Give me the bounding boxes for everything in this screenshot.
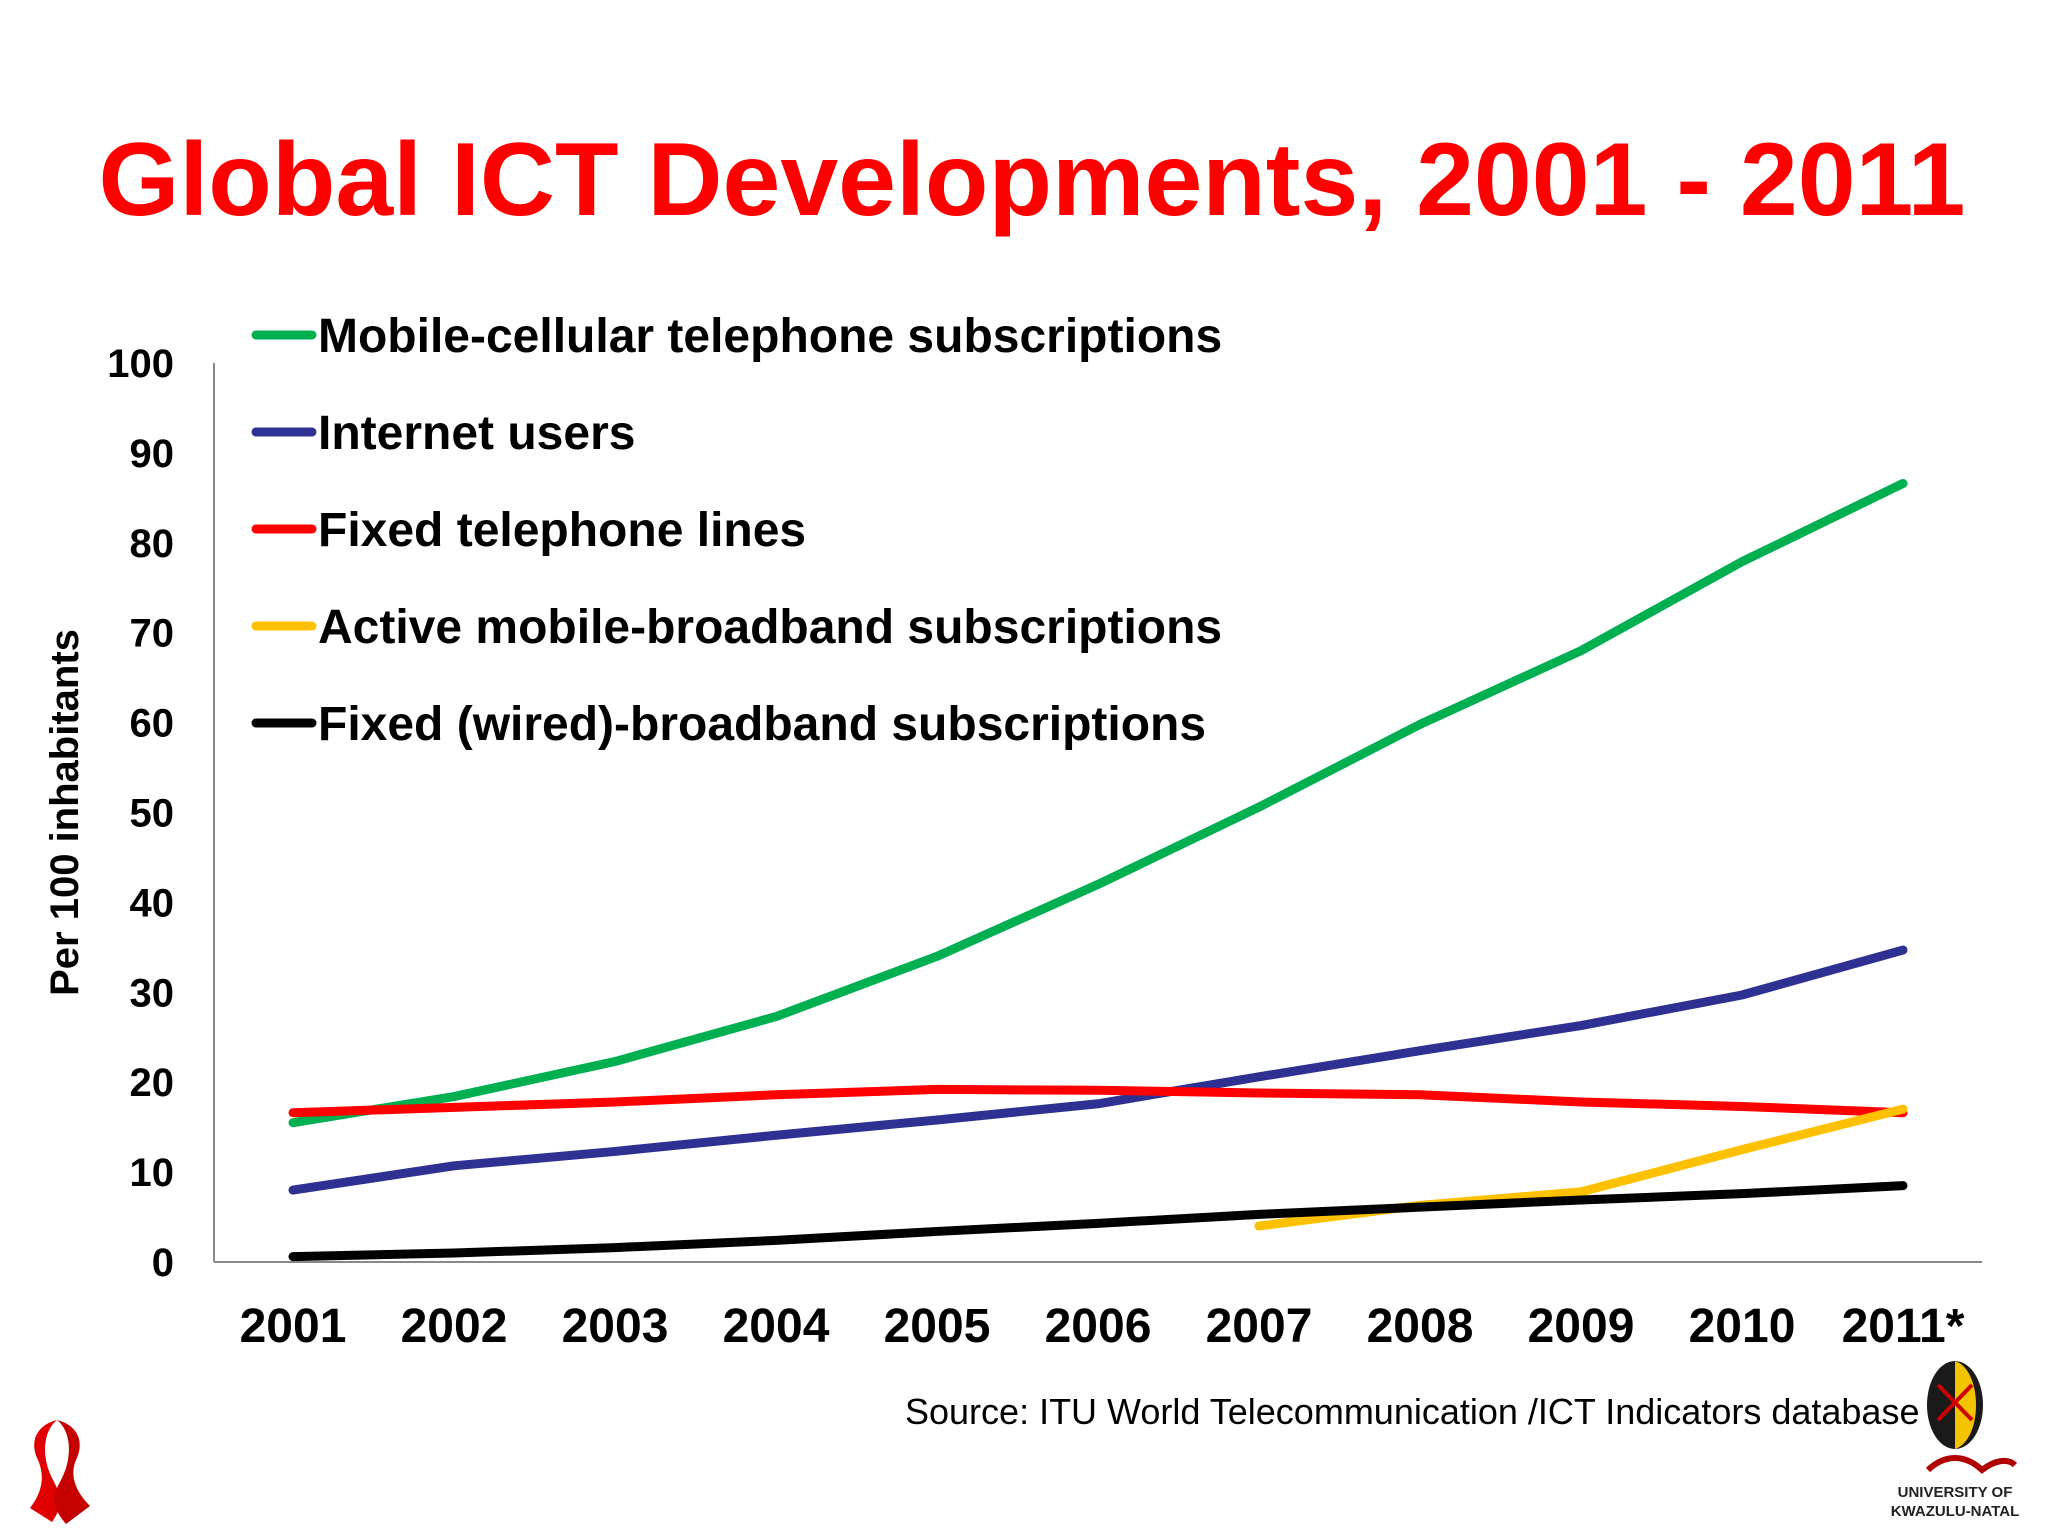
x-tick-label: 2003 xyxy=(562,1300,669,1353)
legend-label: Mobile-cellular telephone subscriptions xyxy=(318,310,1222,363)
legend-label: Internet users xyxy=(318,407,635,460)
x-tick-label: 2002 xyxy=(401,1300,508,1353)
series-line xyxy=(288,1084,1908,1118)
slide-title: Global ICT Developments, 2001 - 2011 xyxy=(99,122,1966,238)
y-axis-label: Per 100 inhabitants xyxy=(43,629,87,996)
y-tick-label: 40 xyxy=(130,881,175,925)
source-note: Source: ITU World Telecommunication /ICT… xyxy=(905,1391,1919,1432)
x-tick-label: 2004 xyxy=(723,1300,830,1353)
y-tick-label: 10 xyxy=(130,1151,175,1195)
x-tick-label: 2011* xyxy=(1842,1300,1965,1353)
y-tick-label: 70 xyxy=(130,612,175,656)
x-tick-label: 2007 xyxy=(1206,1300,1313,1353)
university-name-line2: KWAZULU-NATAL xyxy=(1891,1503,2020,1520)
chart-axes xyxy=(213,363,1982,1263)
legend-label: Fixed telephone lines xyxy=(318,504,806,557)
university-name-line1: UNIVERSITY OF xyxy=(1898,1484,2013,1501)
x-tick-label: 2010 xyxy=(1689,1300,1796,1353)
y-axis-ticks: 0 10 20 30 40 50 60 70 80 90 100 xyxy=(107,342,174,1285)
series-line xyxy=(288,1181,1908,1262)
legend-label: Active mobile-broadband subscriptions xyxy=(318,601,1222,654)
y-tick-label: 60 xyxy=(130,702,175,746)
x-tick-label: 2009 xyxy=(1528,1300,1635,1353)
ukzn-shield-logo: UNIVERSITY OF KWAZULU-NATAL xyxy=(1891,1361,2020,1520)
x-axis-ticks: 2001 2002 2003 2004 2005 2006 2007 2008 2009 2010… xyxy=(240,1300,1965,1353)
x-tick-label: 2008 xyxy=(1367,1300,1474,1353)
y-tick-label: 20 xyxy=(130,1061,175,1105)
red-ribbon-logo xyxy=(30,1420,90,1524)
y-tick-label: 90 xyxy=(130,432,175,476)
series-lines xyxy=(288,478,1908,1262)
series-line xyxy=(288,945,1908,1195)
x-tick-label: 2005 xyxy=(884,1300,991,1353)
y-tick-label: 80 xyxy=(130,522,175,566)
series-line xyxy=(288,478,1908,1128)
x-tick-label: 2001 xyxy=(240,1300,347,1353)
legend-label: Fixed (wired)-broadband subscriptions xyxy=(318,698,1206,751)
y-tick-label: 100 xyxy=(107,342,174,386)
y-tick-label: 30 xyxy=(130,971,175,1015)
legend: Mobile-cellular telephone subscriptions I… xyxy=(251,310,1222,751)
y-tick-label: 0 xyxy=(152,1241,174,1285)
x-tick-label: 2006 xyxy=(1045,1300,1152,1353)
y-tick-label: 50 xyxy=(130,792,175,836)
